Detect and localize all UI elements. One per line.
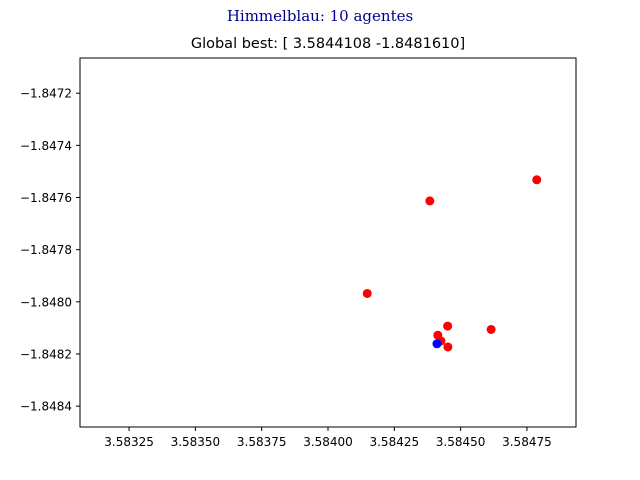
y-tick-label: −1.8484	[20, 400, 72, 414]
x-tick-label: 3.58475	[502, 435, 552, 449]
x-tick-label: 3.58450	[436, 435, 486, 449]
x-tick-label: 3.58350	[171, 435, 221, 449]
x-tick-label: 3.58325	[104, 435, 154, 449]
axes-frame	[79, 57, 577, 428]
x-axis: 3.58325 3.58350 3.58375 3.58400 3.58425 3.584…	[104, 427, 552, 449]
x-tick-label: 3.58425	[369, 435, 419, 449]
y-tick-label: −1.8474	[20, 139, 72, 153]
x-tick-label: 3.58375	[237, 435, 287, 449]
y-tick-label: −1.8480	[20, 295, 72, 309]
y-axis: −1.8472 −1.8474 −1.8476 −1.8478 −1.8480 −1.84…	[20, 87, 80, 414]
y-tick-label: −1.8472	[20, 87, 72, 101]
y-tick-label: −1.8482	[20, 347, 72, 361]
figure-suptitle: Himmelblau: 10 agentes	[226, 7, 414, 25]
x-tick-label: 3.58400	[303, 435, 353, 449]
agent-point	[362, 288, 372, 298]
data-points	[362, 175, 542, 352]
axes-title: Global best: [ 3.5844108 -1.8481610]	[191, 36, 465, 52]
global-best-point	[432, 339, 442, 349]
y-tick-label: −1.8476	[20, 191, 72, 205]
agent-point	[486, 324, 496, 334]
agent-point	[443, 342, 453, 352]
y-tick-label: −1.8478	[20, 243, 72, 257]
agent-point	[532, 175, 542, 185]
agent-point	[425, 196, 435, 206]
agent-point	[443, 321, 453, 331]
